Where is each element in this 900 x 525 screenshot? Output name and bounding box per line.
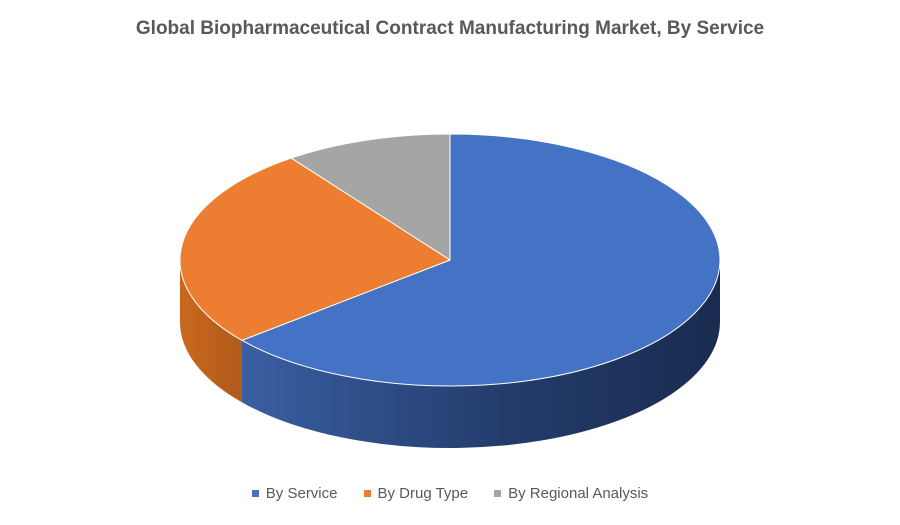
legend-label: By Drug Type — [377, 485, 469, 502]
pie-side-by-service — [241, 260, 720, 449]
legend-item-by-drug-type: By Drug Type — [363, 485, 469, 502]
legend: By Service By Drug Type By Regional Analys… — [0, 485, 900, 502]
pie-chart — [179, 133, 721, 449]
legend-label: By Service — [265, 485, 338, 502]
legend-label: By Regional Analysis — [508, 485, 649, 502]
pie-slice-by-regional-analysis — [290, 133, 451, 261]
pie-side-by-drug-type — [180, 260, 242, 403]
pie-slice-by-drug-type — [179, 157, 451, 341]
legend-swatch — [494, 490, 502, 497]
chart-title: Global Biopharmaceutical Contract Manufa… — [135, 18, 765, 39]
legend-item-by-service: By Service — [251, 485, 338, 502]
legend-item-by-regional-analysis: By Regional Analysis — [494, 485, 648, 502]
pie-sides — [180, 260, 720, 449]
pie-slice-by-service — [241, 133, 721, 387]
legend-swatch — [363, 490, 371, 497]
pie-tops — [179, 133, 721, 387]
legend-swatch — [251, 490, 259, 497]
